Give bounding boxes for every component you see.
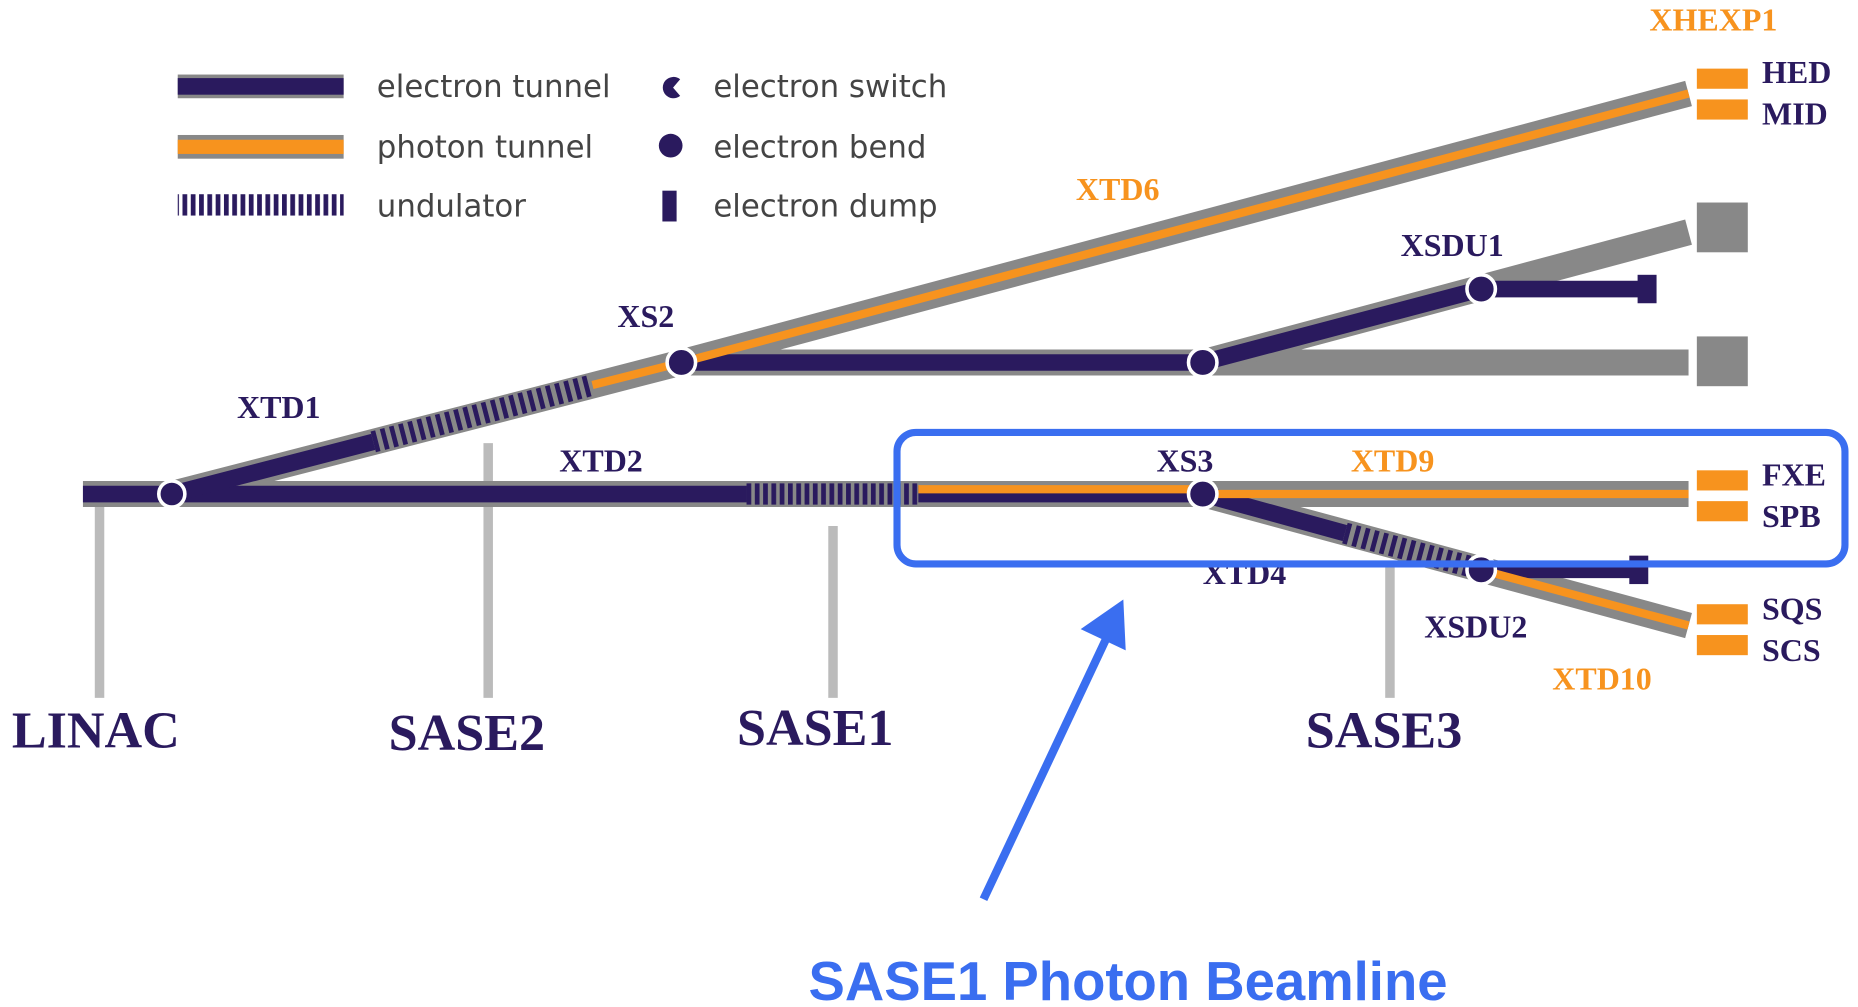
tunnel-label: XTD6 xyxy=(1076,171,1160,207)
tunnel-label: XTD2 xyxy=(559,443,643,479)
instrument-label: FXE xyxy=(1762,457,1826,493)
legend-label: electron tunnel xyxy=(377,69,611,105)
legend-bend-icon xyxy=(658,133,683,158)
section-labels: LINAC SASE2 SASE1 SASE3 xyxy=(12,700,1462,762)
tunnel-label: XTD1 xyxy=(237,389,321,425)
instrument-label: SQS xyxy=(1762,591,1822,627)
callout-arrowhead xyxy=(1080,599,1126,651)
instrument-label: HED xyxy=(1762,54,1831,90)
legend-undulator-swatch xyxy=(177,194,344,216)
legend-switch-icon xyxy=(662,76,681,99)
callout-label: SASE1 Photon Beamline xyxy=(809,951,1448,1007)
tunnel-label: XHEXP1 xyxy=(1649,2,1777,38)
section-label: SASE3 xyxy=(1306,703,1462,760)
section-label: SASE1 xyxy=(737,700,893,757)
instrument-labels: HED MID FXE SPB SQS SCS xyxy=(1762,54,1831,668)
legend-label: electron dump xyxy=(713,189,937,225)
tunnel-label: XS3 xyxy=(1157,443,1214,479)
instrument-label: SCS xyxy=(1762,632,1821,668)
section-label: LINAC xyxy=(12,703,180,760)
legend-label: undulator xyxy=(377,189,526,225)
instrument-label: SPB xyxy=(1762,498,1821,534)
tunnel-label: XS2 xyxy=(617,298,674,334)
callout: SASE1 Photon Beamline xyxy=(809,428,1849,1007)
legend-label: electron bend xyxy=(713,129,926,165)
section-label: SASE2 xyxy=(389,705,545,762)
legend-label: photon tunnel xyxy=(377,129,593,165)
tunnel-labels: XTD1 XTD2 XTD4 XTD6 XTD9 XTD10 XS2 XS3 X… xyxy=(237,2,1777,697)
instrument-label: MID xyxy=(1762,95,1828,131)
legend: electron tunnel photon tunnel undulator … xyxy=(177,69,947,225)
tunnel-label: XSDU1 xyxy=(1401,227,1504,263)
tunnel-label: XSDU2 xyxy=(1424,608,1527,644)
legend-photon-swatch xyxy=(177,139,344,154)
legend-electron-swatch xyxy=(177,78,344,95)
callout-arrow xyxy=(979,633,1112,902)
tunnel-label: XTD10 xyxy=(1552,661,1652,697)
tunnel-label: XTD9 xyxy=(1351,443,1435,479)
highlight-box xyxy=(893,428,1849,568)
legend-dump-icon xyxy=(662,190,677,222)
legend-label: electron switch xyxy=(713,69,947,105)
